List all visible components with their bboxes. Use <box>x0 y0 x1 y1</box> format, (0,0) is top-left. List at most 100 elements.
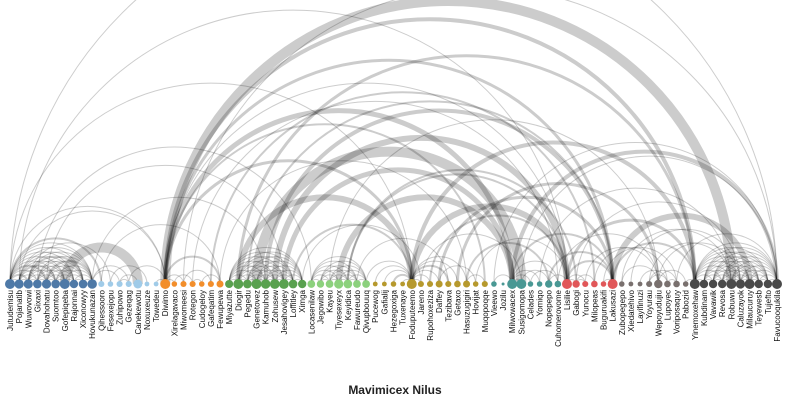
link-arc <box>27 260 75 285</box>
link-arc <box>18 247 93 285</box>
node-label: Qivupbouuq <box>362 290 371 333</box>
link-arc <box>64 269 93 285</box>
node-label: Tujefto <box>764 289 773 314</box>
node-label: Rotegon <box>189 290 198 320</box>
link-arc <box>621 228 732 285</box>
link-arc <box>511 260 559 285</box>
node-label: Noxuxeuze <box>143 289 152 330</box>
link-arc <box>520 155 778 285</box>
node-label: Cuhomerovome <box>554 289 563 346</box>
link-arc <box>246 265 285 285</box>
link-arc <box>721 256 778 285</box>
node-dot <box>307 280 316 288</box>
node-label: Kamuhob <box>262 289 271 324</box>
link-arc <box>475 238 568 285</box>
node-label: Yoyurau <box>645 290 654 319</box>
node-dot <box>607 279 618 289</box>
node-label: Vavawik <box>709 289 718 319</box>
link-arc <box>694 256 751 285</box>
link-arc <box>36 265 75 285</box>
link-arc <box>310 260 358 285</box>
nodes-layer <box>5 279 782 289</box>
node-label: Gixaxi <box>33 290 42 312</box>
link-arc <box>539 187 732 285</box>
node-dot <box>582 280 589 288</box>
link-arc <box>383 269 413 285</box>
link-arc <box>46 164 285 285</box>
link-arc <box>575 201 741 285</box>
link-arc <box>609 212 753 285</box>
node-label: Gabogi <box>572 290 581 316</box>
link-arc <box>182 0 778 285</box>
node-label: Gafeqatim <box>207 290 216 327</box>
node-dot <box>435 280 443 288</box>
node-label: Dovahohatu <box>43 290 52 333</box>
link-arc <box>712 256 769 285</box>
link-arc <box>694 265 732 285</box>
link-arc <box>408 203 570 285</box>
node-dot <box>343 279 353 289</box>
node-label: Voriposaquy <box>673 290 682 334</box>
link-arc <box>163 17 697 285</box>
node-dot <box>133 279 143 289</box>
arcs-layer <box>9 0 779 285</box>
link-arc <box>335 194 516 285</box>
link-arc <box>657 242 741 285</box>
node-dot <box>260 279 271 289</box>
link-arc <box>9 206 166 285</box>
node-label: Robuwu <box>727 290 736 319</box>
link-arc <box>9 247 84 285</box>
link-arc <box>621 265 659 285</box>
link-arc <box>429 214 568 285</box>
node-label: Fesexejopu <box>106 290 115 331</box>
link-arc <box>263 108 615 285</box>
link-arc <box>256 260 303 285</box>
node-dot <box>591 280 598 288</box>
node-dot <box>637 281 643 287</box>
link-arc <box>411 260 458 285</box>
node-dot <box>454 280 461 288</box>
node-dot <box>682 281 689 287</box>
node-dot <box>243 279 252 289</box>
node-label: Wepoyudujiu <box>654 290 663 336</box>
link-arc <box>27 265 66 285</box>
link-arc <box>694 260 741 285</box>
link-arc <box>749 269 778 285</box>
link-arc <box>128 265 166 285</box>
node-label: Jesahovigey <box>280 290 289 334</box>
node-label: Susigomopa <box>517 289 526 334</box>
link-arc <box>27 242 111 285</box>
node-dot <box>41 279 52 289</box>
link-arc <box>91 269 121 285</box>
link-arc <box>411 256 468 285</box>
link-arc <box>329 119 659 285</box>
link-arc <box>219 160 468 285</box>
link-arc <box>256 269 285 285</box>
link-arc <box>712 251 778 285</box>
node-dot <box>171 281 178 287</box>
node-label: Suomtoo <box>52 289 61 322</box>
link-arc <box>27 255 85 285</box>
node-label: Milaucuruy <box>746 290 755 329</box>
link-arc <box>237 256 294 285</box>
node-dot <box>87 279 97 289</box>
link-arc <box>584 247 659 285</box>
node-label: Hovijat <box>472 289 481 314</box>
node-label: Fewupewa <box>216 289 225 328</box>
link-arc <box>235 194 415 285</box>
node-dot <box>116 280 123 288</box>
link-arc <box>160 0 737 285</box>
link-arc <box>45 260 94 285</box>
node-dot <box>180 280 187 288</box>
link-arc <box>265 269 294 285</box>
node-dot <box>763 279 773 289</box>
node-label: Ximga <box>298 289 307 312</box>
link-arc <box>9 260 57 285</box>
link-arc <box>374 265 413 285</box>
link-arc <box>510 149 779 285</box>
node-dot <box>516 279 527 289</box>
link-arc <box>703 269 732 285</box>
node-dot <box>225 279 234 289</box>
node-label: Hezegoxiga <box>390 289 399 332</box>
link-arc <box>319 260 367 285</box>
